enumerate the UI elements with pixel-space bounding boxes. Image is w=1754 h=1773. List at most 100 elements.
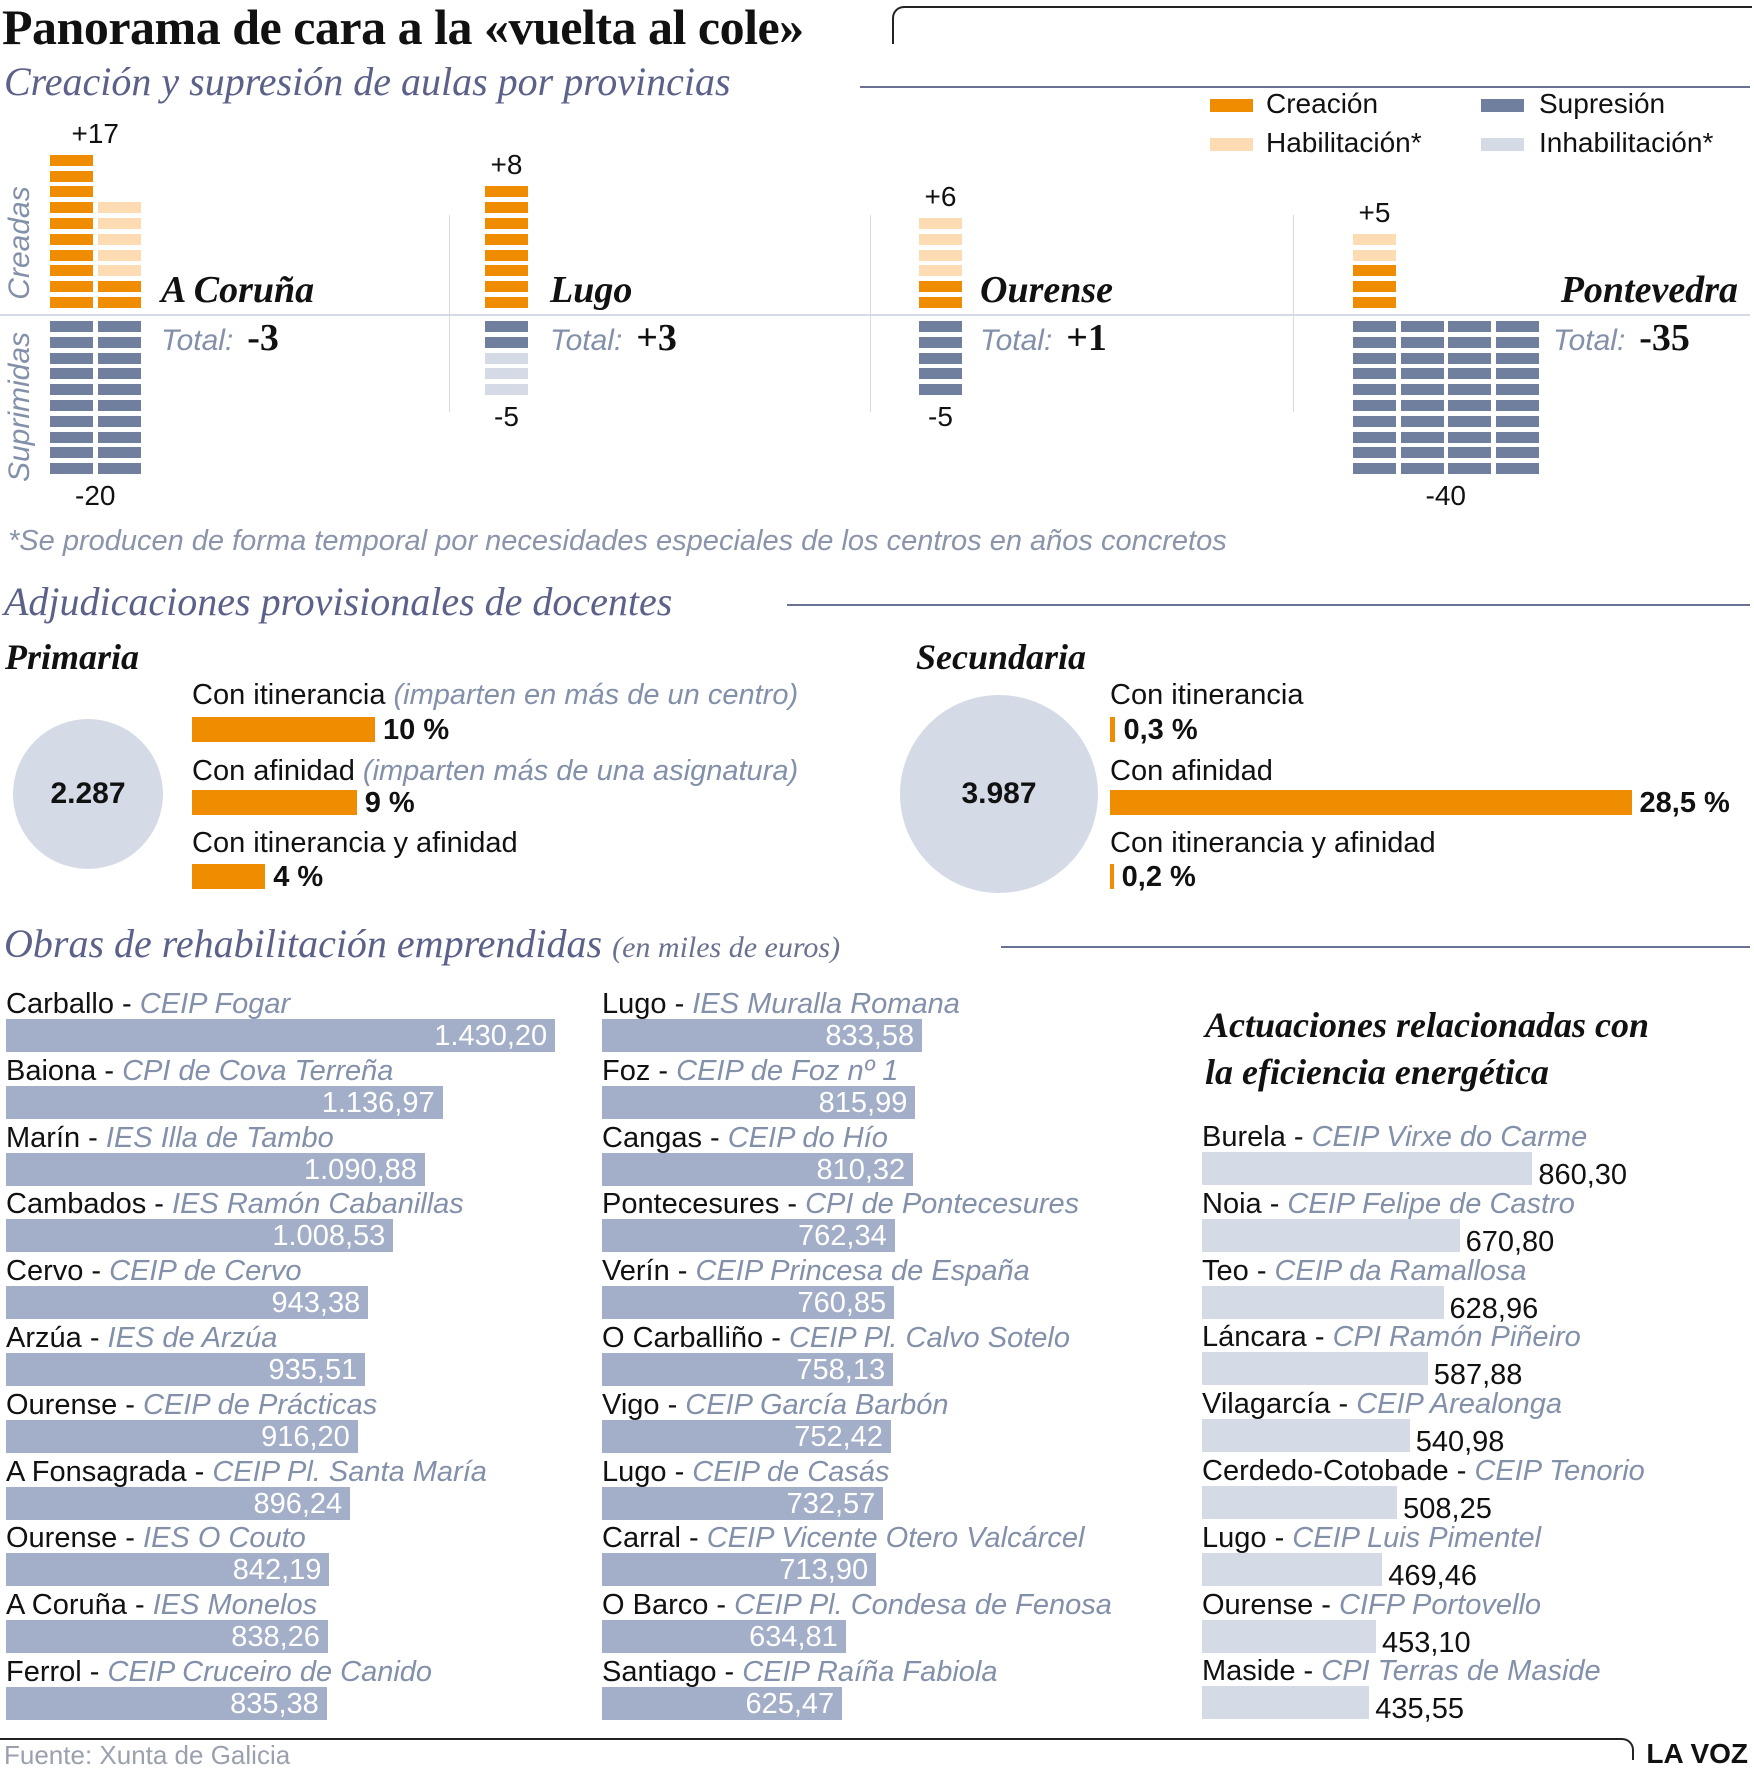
block-supresion [1448, 368, 1491, 380]
section-title-docentes: Adjudicaciones provisionales de docentes [4, 579, 673, 624]
block-creacion [485, 265, 528, 277]
province-total-pontevedra: Total: -35 [1553, 316, 1690, 360]
block-supresion [1448, 321, 1491, 332]
cost-value: 540,98 [1415, 1426, 1505, 1459]
town-name: Burela - [1202, 1121, 1304, 1153]
block-supresion [1400, 400, 1444, 411]
block-supresion [97, 352, 141, 364]
total-label: Total: [161, 324, 234, 357]
row-label: Cangas - CEIP do Hío [602, 1121, 888, 1155]
row-label: Teo - CEIP da Ramallosa [1202, 1254, 1527, 1288]
school-name: CEIP de Casás [692, 1455, 890, 1488]
cost-bar: 842,19 [6, 1553, 330, 1587]
total-value: +1 [1066, 317, 1107, 359]
school-name: CEIP Felipe de Castro [1287, 1187, 1575, 1220]
school-name: CPI Ramón Piñeiro [1332, 1321, 1581, 1354]
cost-value: 453,10 [1381, 1626, 1471, 1659]
obras-title: Obras de rehabilitación emprendidas [4, 921, 603, 966]
block-supresion [1495, 368, 1539, 380]
cost-bar: 762,34 [602, 1219, 895, 1253]
total-value: +3 [636, 317, 677, 359]
school-name: CEIP de Prácticas [143, 1388, 378, 1421]
divider [449, 215, 450, 412]
province-total-a-coruna: Total: -3 [161, 316, 279, 360]
block-supresion [97, 431, 141, 443]
block-creacion [50, 249, 93, 261]
block-habilitacion [919, 249, 962, 261]
town-name: Verín - [602, 1255, 688, 1288]
percentage-bar [192, 717, 375, 742]
row-label: Vigo - CEIP García Barbón [602, 1388, 949, 1422]
percentage-bar [192, 864, 266, 889]
cost-bar: 752,42 [602, 1419, 891, 1453]
block-creacion [485, 186, 528, 198]
cost-bar: 833,58 [602, 1019, 923, 1052]
cost-value: 587,88 [1433, 1359, 1523, 1392]
obras-unit: (en miles de euros) [612, 931, 841, 964]
cost-bar: 935,51 [6, 1353, 366, 1386]
block-supresion [919, 336, 962, 348]
block-supresion [97, 463, 141, 475]
town-name: Cangas - [602, 1121, 720, 1154]
percentage-bar [1110, 790, 1632, 815]
cost-bar: 1.136,97 [6, 1085, 443, 1119]
row-label: Lugo - IES Muralla Romana [602, 987, 960, 1021]
percentage-value: 0,3 % [1123, 714, 1198, 746]
cost-value: 435,55 [1375, 1693, 1464, 1726]
town-name: Vilagarcía - [1202, 1388, 1349, 1421]
cost-bar: 713,90 [602, 1553, 877, 1587]
group-title-primaria: Primaria [5, 637, 140, 677]
cost-bar [1202, 1218, 1460, 1252]
block-supresion [919, 368, 962, 380]
total-circle-primaria: 2.287 [13, 719, 163, 869]
cost-bar [1202, 1686, 1370, 1720]
row-label: Ferrol - CEIP Cruceiro de Canido [6, 1655, 432, 1689]
school-name: CEIP García Barbón [685, 1388, 949, 1421]
town-name: Láncara - [1202, 1321, 1325, 1354]
row-label: Carral - CEIP Vicente Otero Valcárcel [602, 1521, 1084, 1555]
bar-label-text: Con afinidad [192, 755, 355, 787]
row-label: Santiago - CEIP Raíña Fabiola [602, 1655, 998, 1689]
block-supresion [1400, 431, 1444, 443]
total-label: Total: [550, 324, 623, 357]
suppressed-count-label: -40 [1425, 480, 1466, 511]
block-supresion [1448, 352, 1491, 364]
eficiencia-title: Actuaciones relacionadas con la eficienci… [1205, 1002, 1745, 1096]
created-count-label: +17 [71, 117, 120, 149]
row-label: Láncara - CPI Ramón Piñeiro [1202, 1320, 1581, 1354]
block-supresion [50, 368, 93, 380]
block-supresion [1353, 447, 1396, 459]
school-name: CIFP Portovello [1339, 1588, 1542, 1621]
town-name: Carballo - [6, 988, 132, 1020]
row-label: Cervo - CEIP de Cervo [6, 1254, 301, 1288]
town-name: A Fonsagrada - [6, 1455, 205, 1488]
total-circle-secundaria: 3.987 [900, 695, 1098, 893]
row-label: Cambados - IES Ramón Cabanillas [6, 1187, 464, 1221]
row-label: Marín - IES Illa de Tambo [6, 1121, 334, 1155]
school-name: CEIP de Foz nº 1 [676, 1054, 899, 1087]
block-supresion [1495, 463, 1539, 475]
divider [870, 215, 871, 412]
section-rule [787, 604, 1750, 606]
province-total-ourense: Total: +1 [980, 316, 1107, 360]
block-supresion [50, 321, 93, 332]
bar-label-note: (imparten más de una asignatura) [362, 755, 799, 787]
total-value: -35 [1639, 317, 1690, 359]
school-name: CEIP Princesa de España [695, 1255, 1030, 1288]
row-label: A Coruña - IES Monelos [6, 1588, 317, 1622]
block-supresion [919, 321, 962, 332]
legend-swatch-inhabilitacion [1481, 138, 1524, 151]
bar-label: Con afinidad [1110, 754, 1273, 788]
block-supresion [1400, 321, 1444, 332]
block-supresion [1400, 336, 1444, 348]
block-supresion [1495, 415, 1539, 427]
bar-label-text: Con afinidad [1110, 755, 1273, 787]
school-name: IES Illa de Tambo [105, 1121, 334, 1154]
block-supresion [1448, 336, 1491, 348]
block-supresion [1495, 431, 1539, 443]
cost-bar [1202, 1152, 1533, 1185]
school-name: IES de Arzúa [107, 1322, 278, 1354]
province-name-a-coruna: A Coruña [161, 269, 315, 311]
province-total-lugo: Total: +3 [550, 316, 677, 360]
block-creacion [485, 233, 528, 245]
